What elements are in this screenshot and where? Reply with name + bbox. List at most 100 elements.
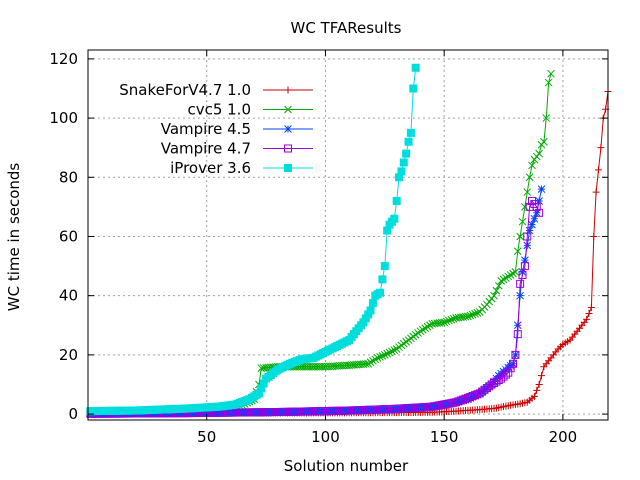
data-point	[468, 310, 477, 319]
data-point	[437, 318, 446, 327]
data-point	[532, 208, 541, 217]
data-point	[490, 379, 499, 387]
tick-layer: 0 20 40 60 80 100 120 50 100 150 200	[49, 50, 608, 446]
data-point	[364, 359, 373, 368]
data-point	[461, 312, 470, 321]
data-point	[516, 291, 524, 300]
data-point	[585, 309, 593, 317]
legend-label: Vampire 4.7	[161, 140, 251, 158]
data-point	[513, 330, 522, 339]
legend-swatch-marker	[284, 164, 292, 172]
data-point	[523, 241, 532, 250]
data-point	[449, 314, 458, 323]
data-point	[525, 173, 534, 182]
data-point	[440, 401, 449, 410]
data-point	[464, 312, 472, 321]
legend-swatch-marker	[284, 105, 292, 114]
data-point	[416, 327, 425, 336]
data-point	[511, 268, 520, 276]
data-point	[525, 226, 534, 235]
x-tick-label: 50	[197, 428, 216, 446]
data-point	[380, 351, 389, 359]
data-point	[523, 188, 532, 196]
data-point	[380, 262, 389, 271]
data-point	[464, 395, 472, 404]
data-point	[521, 203, 529, 211]
data-point	[402, 149, 411, 158]
data-point	[471, 391, 479, 400]
data-point	[506, 364, 515, 373]
data-point	[490, 291, 498, 300]
plot-frame	[87, 49, 609, 421]
data-point	[378, 275, 387, 284]
data-point	[587, 304, 595, 312]
data-point	[388, 347, 396, 356]
y-tick-label: 60	[59, 227, 78, 245]
data-point	[597, 144, 605, 152]
data-point	[516, 232, 524, 241]
data-point	[528, 161, 536, 170]
data-point	[487, 380, 496, 389]
data-point	[409, 84, 418, 93]
data-point	[535, 197, 543, 205]
data-point	[442, 400, 451, 409]
series-2	[86, 185, 546, 418]
data-point	[373, 353, 382, 362]
data-point	[530, 392, 538, 400]
data-point	[371, 355, 380, 364]
data-point	[471, 309, 479, 318]
data-point	[399, 158, 408, 167]
data-point	[518, 270, 527, 279]
data-point	[540, 137, 548, 146]
y-tick-label: 100	[49, 109, 78, 127]
data-point	[592, 188, 600, 196]
data-point	[473, 308, 482, 317]
data-point	[523, 232, 532, 241]
data-point	[369, 356, 377, 365]
legend-label: Vampire 4.5	[161, 120, 251, 138]
series-4	[86, 63, 420, 416]
series-3	[86, 196, 544, 418]
data-point	[366, 358, 375, 367]
data-point	[385, 348, 394, 357]
legend-swatch-marker	[284, 86, 292, 94]
data-point	[520, 262, 529, 271]
x-tick-label: 150	[430, 428, 459, 446]
legend-swatch-marker	[284, 144, 292, 153]
data-point	[499, 275, 508, 284]
data-point	[502, 274, 510, 282]
data-point	[390, 346, 399, 354]
data-point	[397, 167, 406, 176]
data-point	[492, 377, 501, 386]
x-tick-label: 200	[549, 428, 578, 446]
data-point	[461, 396, 470, 404]
series-line-2	[90, 189, 542, 415]
x-tick-label: 100	[311, 428, 340, 446]
data-point	[473, 390, 482, 399]
data-point	[442, 317, 451, 326]
data-point	[533, 386, 541, 394]
data-point	[509, 359, 518, 368]
data-point	[376, 352, 384, 361]
data-point	[497, 277, 506, 285]
data-point	[516, 279, 525, 288]
legend-item-3: Vampire 4.7	[161, 140, 313, 158]
data-point	[504, 272, 513, 281]
data-point	[390, 214, 399, 223]
data-point	[538, 372, 546, 380]
series-line-3	[90, 200, 540, 415]
data-point	[426, 321, 434, 330]
data-point	[378, 352, 387, 360]
data-point	[535, 149, 543, 158]
data-point	[504, 368, 513, 377]
data-point	[537, 185, 546, 193]
data-point	[368, 299, 377, 308]
data-point	[528, 220, 536, 229]
y-tick-label: 120	[49, 50, 78, 68]
data-point	[583, 315, 591, 323]
data-point	[511, 350, 520, 359]
data-point	[440, 318, 449, 327]
data-point	[532, 202, 541, 211]
